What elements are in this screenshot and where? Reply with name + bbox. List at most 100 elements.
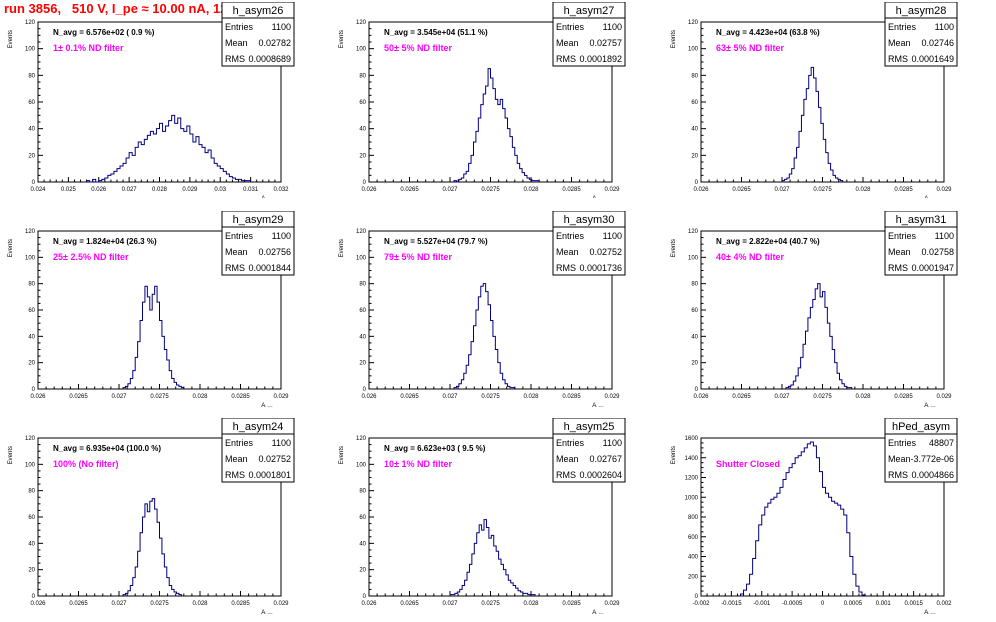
x-tick-label: 0.0265 [69,394,88,400]
y-tick-label: 120 [25,229,36,235]
stats-value: 1100 [603,22,622,32]
x-axis-label-sub: LED [596,612,604,614]
x-tick-label: 0.0285 [894,394,913,400]
histogram-line [453,283,516,389]
stats-box [221,2,295,67]
chart-h_asym28: 0.026 0.0265 0.027 0.0275 0.028 0.0285 0.029 0 2… [671,2,958,198]
navg-label: N_avg = 5.527e+04 (79.7 %) [384,237,488,246]
stats-value: 0.0001801 [248,470,291,480]
x-tick-label: 0.027 [774,187,790,193]
y-tick-label: 100 [25,47,36,53]
stats-label: RMS [225,470,245,480]
y-axis-label: Events [8,30,14,48]
stats-title: h_asym30 [564,214,615,226]
x-tick-label: 0.029 [273,394,289,400]
stats-label: Mean [225,247,248,257]
stats-title: h_asym27 [564,5,615,17]
y-tick-label: 40 [691,127,698,133]
stats-box [884,2,958,67]
y-tick-label: 400 [688,555,699,561]
stats-box [552,2,626,67]
x-tick-label: 0.025 [61,187,77,193]
stats-label: Mean [888,38,911,48]
stats-value: 48807 [929,438,954,448]
y-tick-label: 60 [359,308,366,314]
stats-value: 0.0002604 [579,470,622,480]
x-tick-label: 0.027 [122,187,138,193]
x-tick-label: 0.027 [774,394,790,400]
x-tick-label: 0.0275 [150,601,169,607]
x-tick-label: 0.0265 [400,601,419,607]
x-axis-label-sub: LED [596,405,604,407]
x-tick-label: 0.026 [361,394,377,400]
x-tick-label: 0.0285 [894,187,913,193]
x-tick-label: 0.0015 [904,601,923,607]
x-tick-label: 0.026 [361,187,377,193]
navg-label: N_avg = 3.545e+04 (51.1 %) [384,28,488,37]
x-tick-label: 0.0275 [481,601,500,607]
stats-label: RMS [888,263,908,273]
stats-value: 0.02757 [589,38,622,48]
x-tick-label: 0.0265 [400,394,419,400]
stats-title: h_asym24 [233,421,284,433]
x-tick-label: 0.026 [30,394,46,400]
stats-value: 0.0004866 [911,470,954,480]
x-tick-label: 0.026 [91,187,107,193]
y-axis-label: Events [339,446,345,464]
y-tick-label: 200 [688,574,699,580]
stats-value: 0.0001649 [911,54,954,64]
x-axis-label: ALED [592,403,604,407]
y-axis-label: Events [8,239,14,257]
y-axis-label: Events [339,30,345,48]
y-tick-label: 60 [691,308,698,314]
stats-box [221,211,295,276]
x-axis-label: ALED [261,196,273,198]
stats-label: RMS [225,263,245,273]
y-tick-label: 100 [25,462,36,468]
stats-value: 1100 [935,231,954,241]
chart-h_asym29: 0.026 0.0265 0.027 0.0275 0.028 0.0285 0.029 0 2… [8,211,295,407]
navg-label: N_avg = 6.623e+03 ( 9.5 %) [384,444,486,453]
x-tick-label: -0.001 [753,601,771,607]
histogram-line [86,114,252,183]
x-tick-label: 0.027 [442,601,458,607]
y-tick-label: 1400 [685,456,699,462]
chart-h_asym30: 0.026 0.0265 0.027 0.0275 0.028 0.0285 0.029 0 2… [339,211,626,407]
x-axis-label: ALED [592,196,604,198]
x-axis-label: ALED [924,196,936,198]
stats-value: 0.0001892 [579,54,622,64]
stats-value: 0.02782 [258,38,291,48]
y-tick-label: 20 [691,153,698,159]
x-tick-label: 0.0285 [231,394,250,400]
x-tick-label: 0.029 [604,187,620,193]
navg-label: N_avg = 6.576e+02 ( 0.9 %) [53,28,155,37]
stats-value: 0.02758 [921,247,954,257]
x-axis-label-sub: LED [265,405,273,407]
stats-value: 1100 [272,22,291,32]
chart-h_asym24: 0.026 0.0265 0.027 0.0275 0.028 0.0285 0.029 0 2… [8,418,295,614]
y-tick-label: 1600 [685,436,699,442]
stats-box [221,418,295,483]
y-tick-label: 20 [359,361,366,367]
x-tick-label: 0.028 [523,394,539,400]
x-tick-label: 0.029 [273,601,289,607]
stats-label: RMS [556,470,576,480]
y-tick-label: 80 [691,73,698,79]
x-tick-label: 0.024 [30,187,46,193]
y-tick-label: 80 [359,282,366,288]
stats-label: Entries [888,231,917,241]
filter-label: 25± 2.5% ND filter [53,252,129,262]
filter-label: 50± 5% ND filter [384,43,452,53]
x-tick-label: -0.0005 [782,601,803,607]
x-tick-label: 0 [821,601,825,607]
x-tick-label: 0.0265 [69,601,88,607]
y-tick-label: 100 [688,255,699,261]
y-tick-label: 40 [359,541,366,547]
x-axis-label: ALED [261,610,273,614]
stats-title: h_asym31 [896,214,947,226]
y-tick-label: 80 [28,282,35,288]
x-tick-label: 0.0275 [813,394,832,400]
stats-title: hPed_asym [892,421,950,433]
histogram-line [781,66,844,182]
stats-label: Mean [556,454,579,464]
